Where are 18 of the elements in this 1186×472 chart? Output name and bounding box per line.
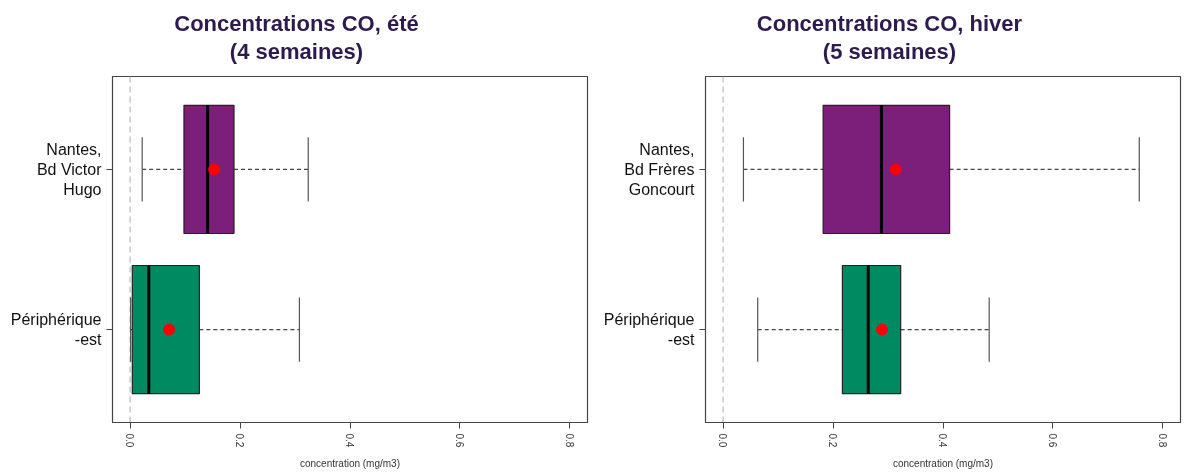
y-tick-label: Nantes, Bd Frères Goncourt [624, 140, 696, 199]
x-axis-title: concentration (mg/m3) [892, 458, 994, 470]
x-tick-label: 0.2 [234, 433, 246, 448]
chart-title: Concentrations CO, été (4 semaines) [174, 10, 419, 66]
x-tick-label: 0.0 [124, 433, 136, 448]
x-tick-label: 0.6 [1046, 433, 1058, 448]
chart-title: Concentrations CO, hiver (5 semaines) [756, 10, 1023, 66]
x-tick-label: 0.4 [344, 433, 355, 448]
x-tick-label: 0.2 [827, 433, 839, 448]
y-tick-label: Périphérique -est [10, 310, 103, 349]
x-tick-label: 0.8 [1156, 433, 1168, 448]
y-tick-label: Nantes, Bd Victor Hugo [36, 140, 103, 199]
x-axis-title: concentration (mg/m3) [299, 458, 401, 470]
x-tick-label: 0.8 [563, 433, 575, 448]
y-tick-label: Périphérique -est [603, 310, 696, 349]
x-tick-label: 0.4 [937, 433, 948, 448]
x-tick-label: 0.0 [717, 433, 729, 448]
x-tick-label: 0.6 [453, 433, 465, 448]
